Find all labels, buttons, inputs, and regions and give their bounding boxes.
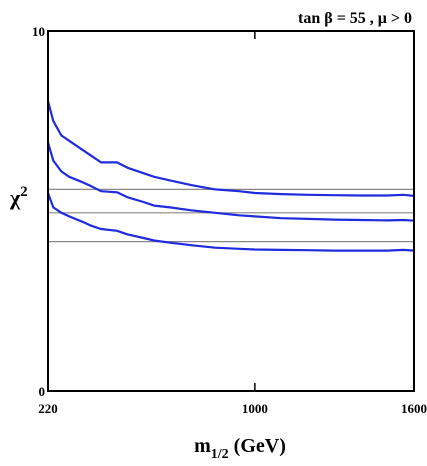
- x-tick-label-2: 1000: [242, 401, 268, 416]
- x-axis-label-main: m: [194, 435, 211, 457]
- chart-title: tan β = 55 , μ > 0: [298, 10, 412, 27]
- series-line-1: [46, 100, 416, 197]
- x-tick-label-3: 1600: [401, 401, 427, 416]
- series-group: [46, 100, 416, 252]
- y-tick-label-2: 10: [32, 24, 45, 39]
- x-axis-label-sub: 1/2: [211, 447, 229, 462]
- series-line-2: [46, 141, 416, 222]
- y-axis-label: χ2: [9, 184, 28, 210]
- tick-group: 220 1000 1600 0 10: [32, 24, 427, 416]
- y-axis-label-main: χ: [9, 185, 21, 210]
- y-axis-label-sup: 2: [20, 184, 28, 200]
- reference-lines: [48, 188, 414, 243]
- x-axis-label-unit: (GeV): [229, 435, 286, 457]
- plot-frame: [47, 30, 415, 392]
- series-line-3: [46, 191, 416, 252]
- x-axis-label: m1/2 (GeV): [194, 435, 286, 462]
- x-tick-label-1: 220: [38, 401, 58, 416]
- y-tick-label-1: 0: [39, 384, 46, 399]
